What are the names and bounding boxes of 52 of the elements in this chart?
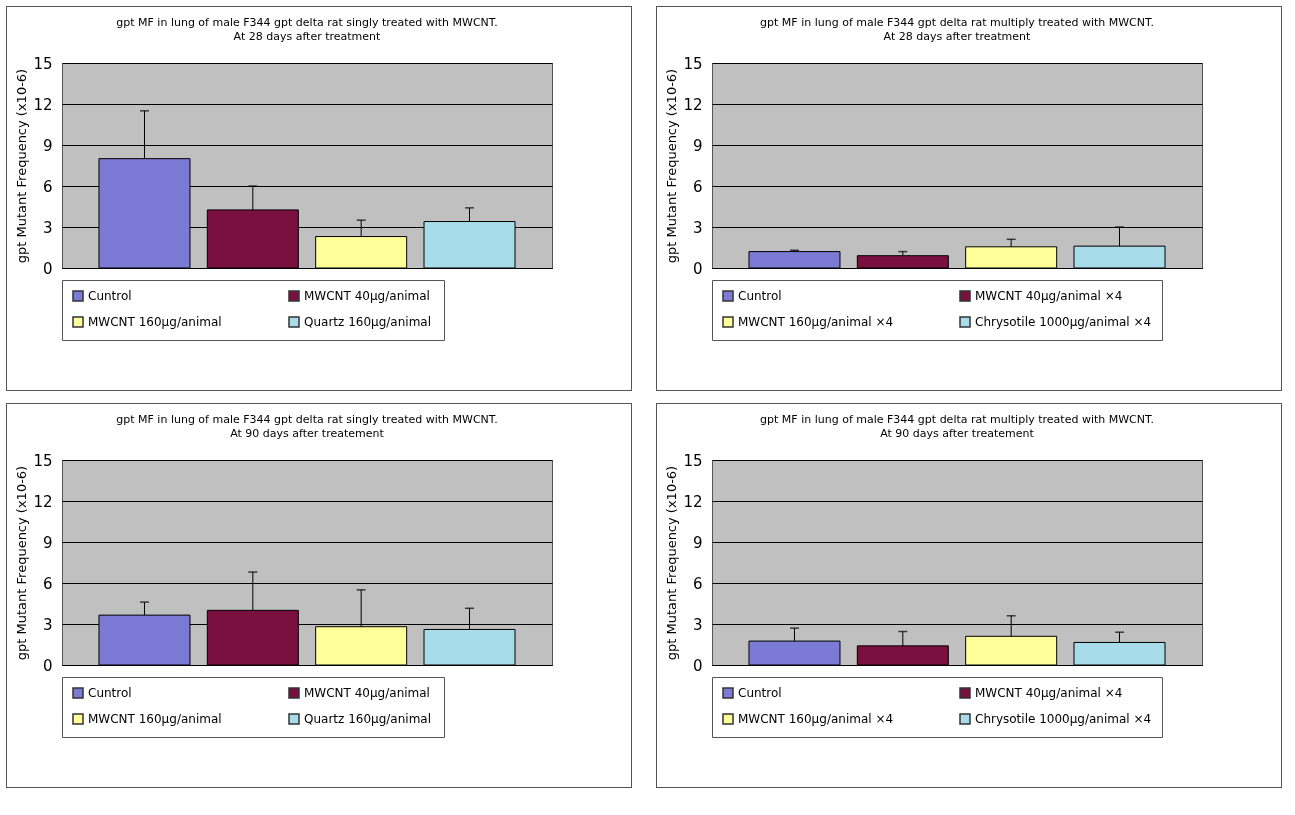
y-tick-label: 9	[42, 136, 53, 155]
legend-label: MWCNT 160μg/animal ×4	[738, 712, 894, 726]
y-tick-label: 0	[692, 259, 703, 278]
chart-title: gpt MF in lung of male F344 gpt delta rat singly treated with MWCNT.	[116, 16, 498, 29]
y-tick-label: 6	[42, 574, 53, 593]
chart-subtitle: At 90 days after treatement	[880, 427, 1035, 440]
chart-title: gpt MF in lung of male F344 gpt delta rat multiply treated with MWCNT.	[760, 413, 1154, 426]
legend-label: Cuntrol	[738, 289, 782, 303]
legend-label: Cuntrol	[88, 289, 132, 303]
legend-label: Chrysotile 1000μg/animal ×4	[975, 315, 1152, 329]
chart-title: gpt MF in lung of male F344 gpt delta rat multiply treated with MWCNT.	[760, 16, 1154, 29]
y-tick-label: 6	[42, 177, 53, 196]
legend-label: MWCNT 160μg/animal ×4	[738, 315, 894, 329]
y-tick-label: 15	[683, 54, 703, 73]
y-tick-label: 12	[683, 95, 703, 114]
legend-label: MWCNT 40μg/animal	[304, 289, 430, 303]
legend-label: MWCNT 160μg/animal	[88, 712, 222, 726]
y-tick-label: 6	[692, 574, 703, 593]
y-tick-label: 15	[33, 451, 53, 470]
y-tick-label: 3	[42, 218, 53, 237]
y-tick-label: 9	[42, 533, 53, 552]
y-axis-title: gpt Mutant Frequency (x10-6)	[14, 465, 30, 661]
y-tick-label: 0	[42, 656, 53, 675]
legend-label: Chrysotile 1000μg/animal ×4	[975, 712, 1152, 726]
legend-label: Quartz 160μg/animal	[304, 315, 432, 329]
legend-label: MWCNT 40μg/animal ×4	[975, 686, 1123, 700]
chart-title: gpt MF in lung of male F344 gpt delta rat singly treated with MWCNT.	[116, 413, 498, 426]
y-tick-label: 12	[33, 492, 53, 511]
legend-label: Quartz 160μg/animal	[304, 712, 432, 726]
y-tick-label: 15	[33, 54, 53, 73]
y-axis-title: gpt Mutant Frequency (x10-6)	[664, 465, 680, 661]
legend-label: Cuntrol	[88, 686, 132, 700]
y-tick-label: 15	[683, 451, 703, 470]
legend-label: MWCNT 40μg/animal ×4	[975, 289, 1123, 303]
y-tick-label: 6	[692, 177, 703, 196]
y-tick-label: 9	[692, 533, 703, 552]
y-tick-label: 12	[33, 95, 53, 114]
y-tick-label: 0	[42, 259, 53, 278]
legend-label: MWCNT 40μg/animal	[304, 686, 430, 700]
chart-subtitle: At 90 days after treatement	[230, 427, 385, 440]
y-tick-label: 9	[692, 136, 703, 155]
y-axis-title: gpt Mutant Frequency (x10-6)	[14, 68, 30, 264]
legend-label: Cuntrol	[738, 686, 782, 700]
chart-subtitle: At 28 days after treatment	[883, 30, 1032, 43]
y-tick-label: 3	[692, 615, 703, 634]
y-tick-label: 3	[42, 615, 53, 634]
legend-label: MWCNT 160μg/animal	[88, 315, 222, 329]
chart-subtitle: At 28 days after treatment	[233, 30, 382, 43]
y-tick-label: 12	[683, 492, 703, 511]
y-tick-label: 0	[692, 656, 703, 675]
y-axis-title: gpt Mutant Frequency (x10-6)	[664, 68, 680, 264]
y-tick-label: 3	[692, 218, 703, 237]
